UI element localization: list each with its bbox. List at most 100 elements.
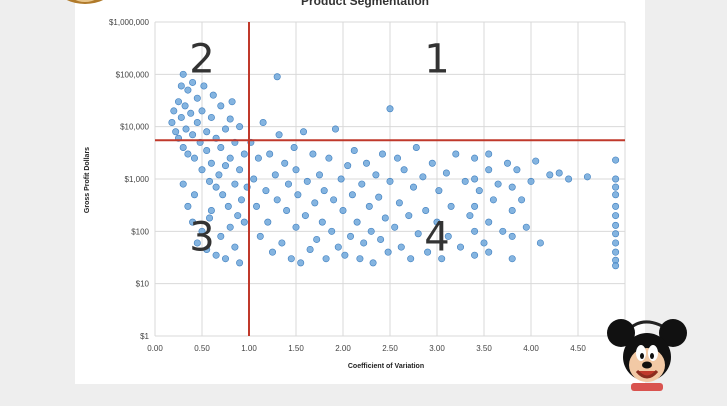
slide-panel: Product Segmentation 1 2 3 4 0.00 0.50 1.00 1.… [75,0,645,384]
data-point [612,191,620,199]
x-tick-label: 1.50 [288,344,304,353]
data-point [318,218,326,226]
data-point [240,218,248,226]
data-point [275,131,283,139]
data-point [234,212,242,220]
data-point [237,196,245,204]
data-point [271,171,279,179]
data-point [311,199,319,207]
data-point [236,259,244,267]
data-point [442,169,450,177]
quadrant-label: 4 [424,214,449,260]
data-point [193,239,201,247]
data-point [456,243,464,251]
data-point [412,143,420,151]
data-point [273,73,281,81]
x-tick-label: 0.00 [147,344,163,353]
data-point [612,175,620,183]
data-point [217,232,225,240]
data-point [378,150,386,158]
y-tick-labels: $1 $10 $100 $1,000 $10,000 $100,000 $1,000,000 [109,18,150,341]
data-point [269,248,277,256]
data-point [207,113,215,121]
data-point [513,166,521,174]
x-tick-label: 1.00 [241,344,257,353]
data-point [200,82,208,90]
data-point [184,150,192,158]
data-point [395,199,403,207]
data-point [190,191,198,199]
data-point [306,245,314,253]
data-point [206,177,214,185]
data-point [433,218,441,226]
data-point [466,212,474,220]
data-point [612,156,620,164]
data-point [348,191,356,199]
data-point [207,207,215,215]
data-point [187,109,195,117]
data-point [253,202,261,210]
data-point [330,196,338,204]
data-point [294,191,302,199]
data-point [419,173,427,181]
data-point [447,202,455,210]
data-point [508,183,516,191]
data-point [375,193,383,201]
data-point [198,227,206,235]
data-point [254,154,262,162]
x-tick-label: 2.00 [335,344,351,353]
data-point [222,162,230,170]
data-point [170,107,178,115]
data-point [409,183,417,191]
data-point [313,235,321,243]
data-point [292,166,300,174]
data-point [203,147,211,155]
data-point [532,157,540,165]
data-point [325,154,333,162]
data-point [369,259,377,267]
data-point [281,159,289,167]
data-point [372,171,380,179]
data-point [555,169,563,177]
data-points [168,70,620,270]
data-point [177,82,185,90]
data-point [394,154,402,162]
data-point [347,232,355,240]
data-point [344,162,352,170]
data-point [184,86,192,94]
data-point [612,183,620,191]
data-point [471,175,479,183]
y-tick-label: $1,000,000 [109,18,150,27]
data-point [508,207,516,215]
y-tick-label: $100 [131,227,149,236]
data-point [362,159,370,167]
data-point [266,150,274,158]
chart-title: Product Segmentation [300,0,429,8]
data-point [384,248,392,256]
data-point [499,227,507,235]
data-point [198,107,206,115]
scatter-chart: 1 2 3 4 0.00 0.50 1.00 1.50 2.00 2.50 3.00 3.50 4.0… [84,18,626,370]
data-point [278,239,286,247]
data-point [400,166,408,174]
mascot-icon [66,0,104,4]
data-point [350,147,358,155]
data-point [485,248,493,256]
data-point [172,128,180,136]
data-point [612,221,620,229]
x-tick-label: 0.50 [194,344,210,353]
data-point [546,171,554,179]
data-point [182,125,190,133]
data-point [612,212,620,220]
data-point [189,131,197,139]
quadrant-label: 1 [424,37,449,83]
data-point [356,255,364,263]
data-point [207,159,215,167]
quadrant-label: 2 [189,37,214,83]
data-point [179,143,187,151]
x-axis-label: Coefficient of Variation [348,363,424,370]
x-tick-label: 2.50 [382,344,398,353]
data-point [222,125,230,133]
data-point [303,177,311,185]
data-point [198,166,206,174]
